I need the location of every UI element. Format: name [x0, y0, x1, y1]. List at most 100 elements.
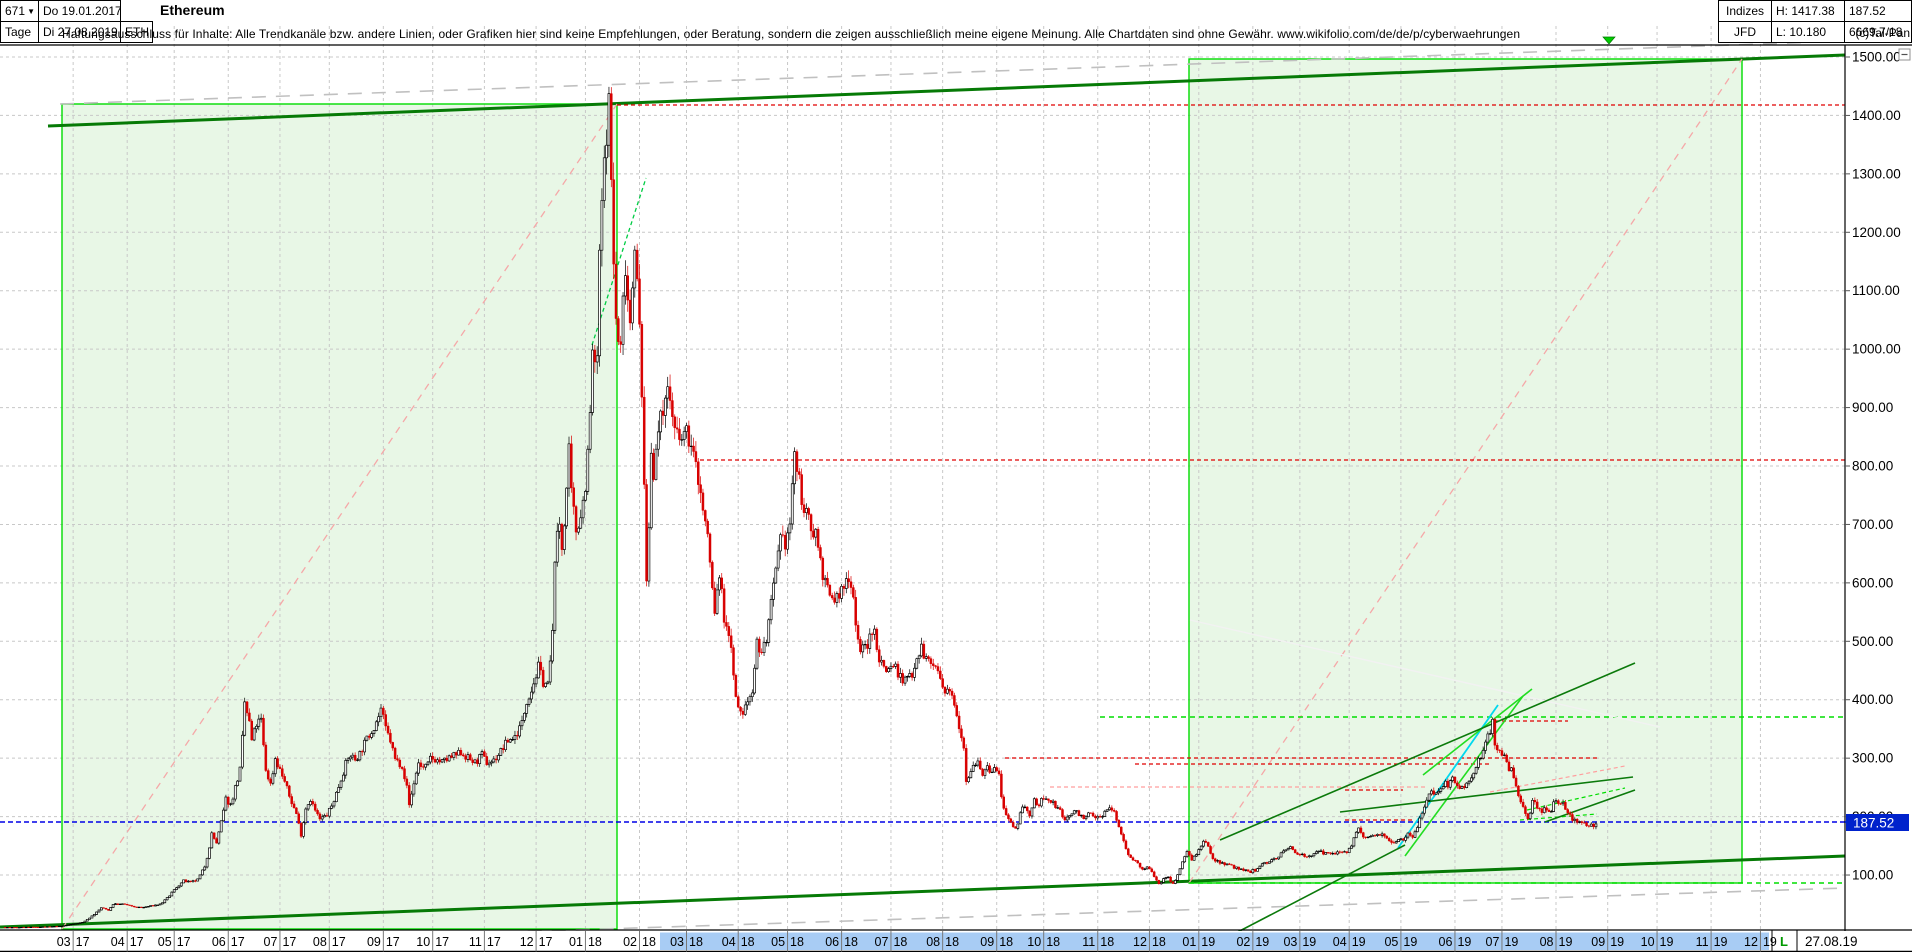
month-label: 02	[623, 935, 637, 949]
price-label-300: 300.00	[1852, 751, 1893, 766]
month-label: 04	[111, 935, 125, 949]
year-label: 18	[999, 935, 1013, 949]
year-label: 18	[893, 935, 907, 949]
price-label-400: 400.00	[1852, 692, 1893, 707]
last-bar-marker-icon	[1602, 36, 1616, 45]
lime-uptrend-steep	[1404, 695, 1524, 857]
price-label-1300: 1300.00	[1852, 166, 1901, 181]
month-label: 11	[1696, 935, 1709, 949]
month-label: 10	[1641, 935, 1655, 949]
year-label: 19	[1660, 935, 1674, 949]
month-label: 06	[1439, 935, 1453, 949]
month-label: 07	[264, 935, 278, 949]
price-label-1100: 1100.00	[1852, 283, 1900, 298]
year-label: 17	[130, 935, 144, 949]
disclaimer-text: Haftungsausschluss für Inhalte: Alle Tre…	[62, 27, 1521, 41]
month-label: 03	[57, 935, 71, 949]
price-label-800: 800.00	[1852, 459, 1893, 474]
month-label: 04	[1333, 935, 1347, 949]
month-label: 03	[1283, 935, 1297, 949]
darkgreen-resistance-long	[1219, 662, 1636, 841]
exchange-label-bottom: JFD	[1718, 21, 1772, 43]
month-label: 11	[1082, 935, 1095, 949]
down-candle-bodies	[3, 93, 1595, 929]
price-label-100: 100.00	[1852, 868, 1893, 883]
gray-parallel-bottom	[0, 887, 1846, 950]
price-label-900: 900.00	[1852, 400, 1893, 415]
exchange-label-top: Indizes	[1718, 0, 1772, 22]
up-candle-bodies	[6, 93, 1598, 929]
year-label: 18	[945, 935, 959, 949]
year-label: 17	[487, 935, 501, 949]
year-label: 18	[844, 935, 858, 949]
month-label: 07	[875, 935, 889, 949]
month-label: 01	[569, 935, 583, 949]
period-high-label: H: 1417.38	[1771, 0, 1845, 22]
box1-diagonal	[61, 103, 618, 930]
year-label: 19	[1457, 935, 1471, 949]
price-label-1500: 1500.00	[1852, 50, 1901, 65]
price-label-600: 600.00	[1852, 575, 1893, 590]
period-low-label: L: 10.180	[1771, 21, 1845, 43]
month-label: 04	[722, 935, 736, 949]
month-label: 08	[926, 935, 940, 949]
year-label: 19	[1201, 935, 1215, 949]
month-label: 09	[1591, 935, 1605, 949]
year-label: 18	[741, 935, 755, 949]
date-from-field[interactable]: Do 19.01.2017	[38, 0, 121, 22]
year-label: 19	[1302, 935, 1316, 949]
last-price-cell: 187.52	[1844, 0, 1912, 22]
instrument-title: Ethereum	[160, 2, 225, 18]
year-label: 19	[1403, 935, 1417, 949]
month-label: 12	[520, 935, 534, 949]
year-label: 19	[1763, 935, 1777, 949]
year-label: 19	[1714, 935, 1728, 949]
price-label-500: 500.00	[1852, 634, 1893, 649]
month-label: 05	[158, 935, 172, 949]
year-label: 19	[1352, 935, 1366, 949]
year-label: 17	[435, 935, 449, 949]
pink-arc-aug19	[1489, 765, 1626, 793]
year-label: 18	[1152, 935, 1166, 949]
month-label: 10	[1027, 935, 1041, 949]
darkgreen-support-gentle	[1339, 776, 1634, 813]
year-label: 18	[689, 935, 703, 949]
price-axis-area	[1846, 45, 1912, 930]
channel-upper	[47, 53, 1846, 128]
month-label: 12	[1133, 935, 1147, 949]
steep-jan18-dashed	[591, 177, 647, 346]
date-to-field[interactable]: Di 27.08.2019	[38, 21, 121, 43]
symbol-field[interactable]: ETH	[120, 21, 153, 43]
time-box-2019-border	[1188, 58, 1743, 884]
price-label-1400: 1400.00	[1852, 108, 1901, 123]
year-label: 17	[76, 935, 90, 949]
time-axis-highlight	[660, 932, 1769, 950]
month-label: 09	[367, 935, 381, 949]
year-label: 17	[539, 935, 553, 949]
month-label: 09	[980, 935, 994, 949]
month-label: 06	[212, 935, 226, 949]
year-label: 17	[386, 935, 400, 949]
year-label: 18	[1046, 935, 1060, 949]
month-label: 08	[313, 935, 327, 949]
month-label: 10	[416, 935, 430, 949]
lime-uptrend-mid	[1422, 688, 1533, 776]
box2-diagonal	[1188, 58, 1743, 884]
month-label: 02	[1236, 935, 1250, 949]
gray-parallel-top	[59, 40, 1846, 105]
period-dropdown[interactable]: Tage▼	[0, 21, 39, 43]
year-label: 18	[1100, 935, 1114, 949]
year-label: 18	[790, 935, 804, 949]
month-label: 03	[670, 935, 684, 949]
bars-count-dropdown[interactable]: 671 ▼	[0, 0, 39, 22]
period-value: Tage	[5, 25, 32, 39]
last-price-badge	[1846, 814, 1909, 831]
price-label-1000: 1000.00	[1852, 342, 1901, 357]
year-label: 17	[282, 935, 296, 949]
top-toolbar	[0, 0, 1912, 24]
month-label: 12	[1744, 935, 1758, 949]
price-label-1200: 1200.00	[1852, 225, 1901, 240]
month-label: 05	[1384, 935, 1398, 949]
